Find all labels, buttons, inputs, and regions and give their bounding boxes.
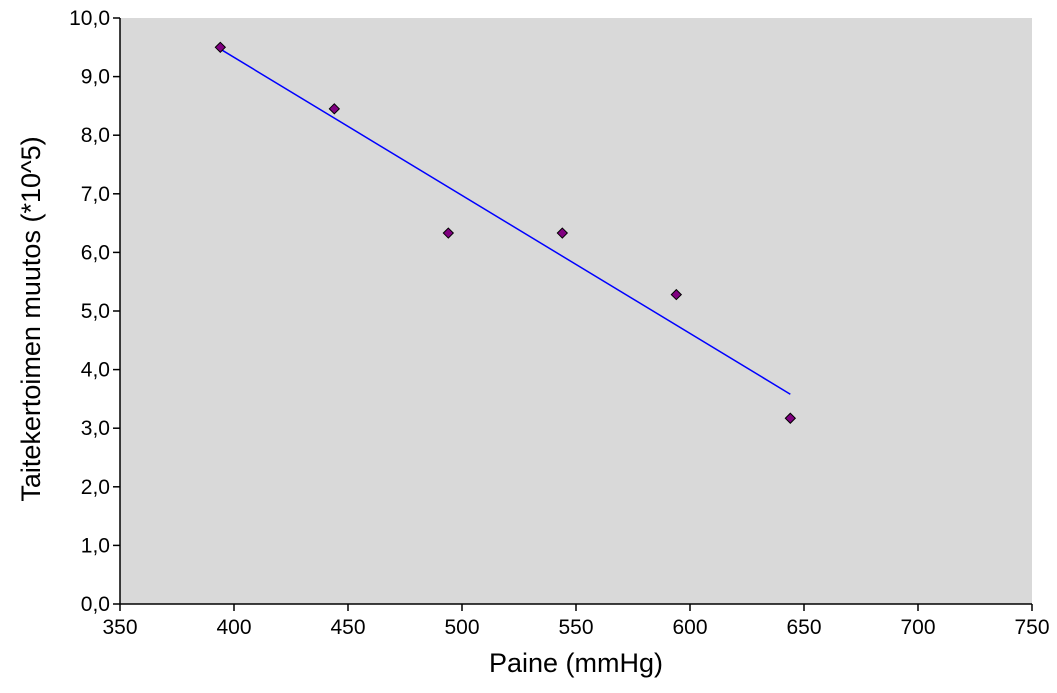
x-tick-label: 550	[558, 616, 593, 639]
trendline-group	[219, 48, 791, 395]
y-tick-label: 0,0	[81, 593, 110, 616]
y-tick-label: 10,0	[69, 7, 110, 30]
x-tick-label: 600	[672, 616, 707, 639]
y-tick-label: 7,0	[81, 183, 110, 206]
data-point	[442, 227, 455, 239]
y-tick-label: 8,0	[81, 124, 110, 147]
x-tick-label: 400	[216, 616, 251, 639]
plot-area	[120, 18, 1032, 604]
x-tick-label: 700	[900, 616, 935, 639]
y-tick-label: 5,0	[81, 300, 110, 323]
y-axis-title: Taitekertoimen muutos (*10^5)	[16, 136, 46, 501]
data-point	[328, 103, 341, 115]
x-axis-ticks: 350 400 450 500 550 600 650 700 750	[102, 604, 1050, 639]
y-tick-label: 1,0	[81, 534, 110, 557]
y-tick-label: 4,0	[81, 359, 110, 382]
data-point	[784, 412, 797, 424]
x-tick-label: 650	[786, 616, 821, 639]
x-tick-label: 750	[1014, 616, 1049, 639]
x-tick-label: 450	[330, 616, 365, 639]
data-point	[670, 288, 683, 301]
x-axis-title: Paine (mmHg)	[489, 648, 663, 678]
y-tick-label: 9,0	[81, 66, 110, 89]
x-tick-label: 350	[102, 616, 137, 639]
data-points	[214, 41, 797, 424]
y-tick-label: 2,0	[81, 476, 110, 499]
y-tick-label: 3,0	[81, 417, 110, 440]
data-point	[556, 227, 569, 239]
y-axis-ticks: 0,0 1,0 2,0 3,0 4,0 5,0 6,0 7,0 8,0 9,0 10,0	[69, 7, 120, 616]
data-point	[214, 41, 227, 54]
trendline	[219, 48, 791, 395]
x-tick-label: 500	[444, 616, 479, 639]
y-tick-label: 6,0	[81, 241, 110, 264]
